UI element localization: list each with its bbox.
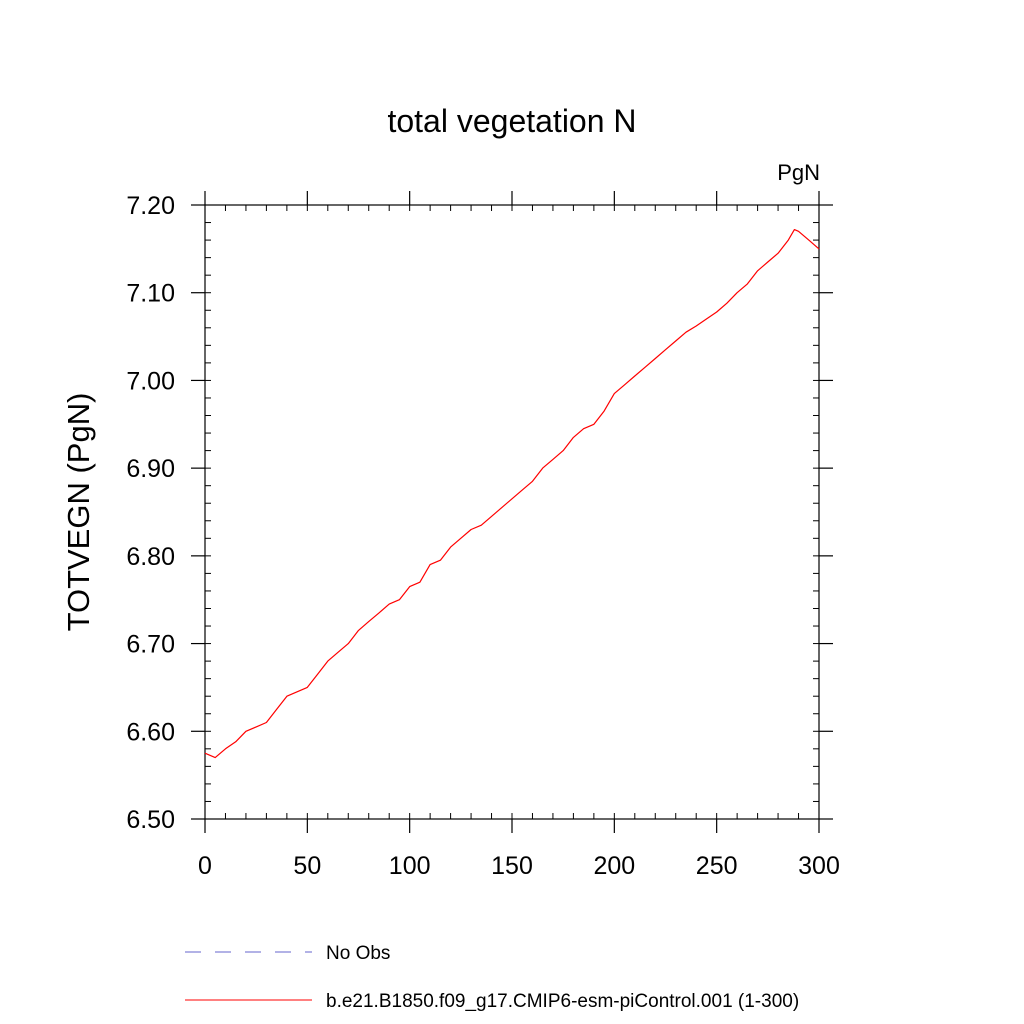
- y-tick-label: 6.90: [126, 455, 175, 483]
- legend-label: b.e21.B1850.f09_g17.CMIP6-esm-piControl.…: [326, 991, 799, 1012]
- x-tick-label: 0: [198, 852, 212, 880]
- x-tick-label: 50: [293, 852, 321, 880]
- x-tick-label: 300: [798, 852, 840, 880]
- legend: No Obs b.e21.B1850.f09_g17.CMIP6-esm-piCo…: [185, 943, 799, 1012]
- x-axis: 0 50 100 150 200 250 300: [198, 191, 840, 880]
- legend-label: No Obs: [326, 943, 390, 964]
- y-tick-label: 6.70: [126, 631, 175, 659]
- series-layer: [204, 229, 820, 759]
- y-tick-label: 7.00: [126, 367, 175, 395]
- plot-frame: [204, 204, 820, 820]
- x-tick-label: 100: [389, 852, 431, 880]
- series-line: [204, 229, 820, 759]
- y-tick-label: 7.10: [126, 280, 175, 308]
- x-tick-label: 250: [696, 852, 738, 880]
- y-tick-label: 7.20: [126, 192, 175, 220]
- units-label: PgN: [777, 160, 820, 185]
- y-tick-label: 6.80: [126, 543, 175, 571]
- chart-title: total vegetation N: [387, 103, 636, 139]
- x-tick-label: 200: [593, 852, 635, 880]
- y-tick-label: 6.50: [126, 806, 175, 834]
- y-axis-label: TOTVEGN (PgN): [61, 393, 96, 632]
- y-axis: 6.50 6.60 6.70 6.80 6.90 7.00 7.10 7.20: [126, 192, 833, 834]
- y-tick-label: 6.60: [126, 718, 175, 746]
- x-tick-label: 150: [491, 852, 533, 880]
